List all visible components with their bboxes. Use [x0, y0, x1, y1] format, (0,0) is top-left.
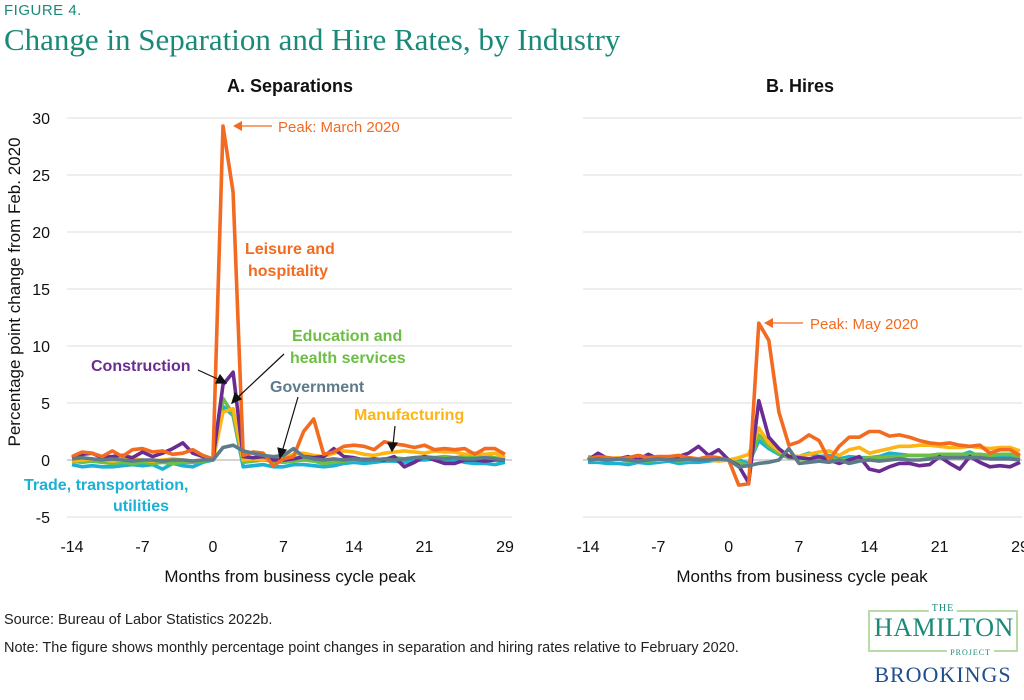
x-tick-label: 7 [279, 539, 288, 556]
y-tick-label: 20 [32, 225, 50, 242]
panel-b-x-axis-label: Months from business cycle peak [676, 567, 928, 586]
government-label: Government [270, 379, 365, 396]
panel-a-x-axis-label: Months from business cycle peak [164, 567, 416, 586]
logo-the: THE [928, 603, 958, 614]
x-tick-label: -7 [135, 539, 149, 556]
x-tick-label: 21 [931, 539, 949, 556]
peak-march-annotation: Peak: March 2020 [233, 119, 400, 136]
series-line-leisure-and-hospitality [587, 321, 1021, 487]
education-label-1: Education and [292, 328, 402, 345]
x-tick-label: 21 [416, 539, 434, 556]
x-tick-label: -7 [651, 539, 665, 556]
y-tick-label: 0 [41, 453, 50, 470]
construction-label: Construction [91, 358, 191, 375]
x-tick-label: 0 [724, 539, 733, 556]
x-tick-label: 29 [1011, 539, 1024, 556]
x-tick-label: -14 [60, 539, 83, 556]
x-tick-label: 14 [860, 539, 878, 556]
leisure-label-2: hospitality [248, 263, 328, 280]
logo-brookings: BROOKINGS [874, 662, 1012, 687]
y-tick-label: 15 [32, 282, 50, 299]
trade-label-2: utilities [113, 498, 169, 515]
peak-march-label: Peak: March 2020 [278, 119, 400, 136]
education-label-2: health services [290, 350, 406, 367]
label-pointer-arrows [197, 353, 399, 460]
y-tick-label: 10 [32, 339, 50, 356]
x-tick-label: 0 [209, 539, 218, 556]
series-line-construction [586, 398, 1021, 485]
figure-title: Change in Separation and Hire Rates, by … [4, 22, 621, 57]
x-tick-label: -14 [576, 539, 599, 556]
series-line-government [71, 443, 506, 463]
trade-label-1: Trade, transportation, [24, 477, 188, 494]
y-tick-label: 5 [41, 396, 50, 413]
y-tick-label: 30 [32, 111, 50, 128]
y-axis-label: Percentage point change from Feb. 2020 [5, 137, 24, 446]
panel-b-title: B. Hires [766, 76, 834, 96]
manufacturing-label: Manufacturing [354, 407, 464, 424]
series-line-government [587, 446, 1021, 469]
leisure-label-1: Leisure and [245, 241, 335, 258]
hamilton-project-brookings-logo: THE HAMILTON PROJECT BROOKINGS [868, 603, 1018, 688]
figure-label: FIGURE 4. [4, 2, 82, 19]
peak-may-label: Peak: May 2020 [810, 316, 918, 333]
x-tick-label: 14 [345, 539, 363, 556]
peak-may-annotation: Peak: May 2020 [764, 316, 918, 333]
x-tick-label: 7 [795, 539, 804, 556]
source-note: Source: Bureau of Labor Statistics 2022b… [4, 612, 273, 628]
panel-a-title: A. Separations [227, 76, 353, 96]
figure-note: Note: The figure shows monthly percentag… [4, 640, 739, 656]
logo-hamilton: HAMILTON [874, 613, 1014, 642]
y-tick-label: -5 [36, 510, 50, 527]
logo-project: PROJECT [947, 648, 994, 657]
y-tick-label: 25 [32, 168, 50, 185]
x-tick-label: 29 [496, 539, 514, 556]
series-line-leisure-and-hospitality [71, 124, 506, 468]
